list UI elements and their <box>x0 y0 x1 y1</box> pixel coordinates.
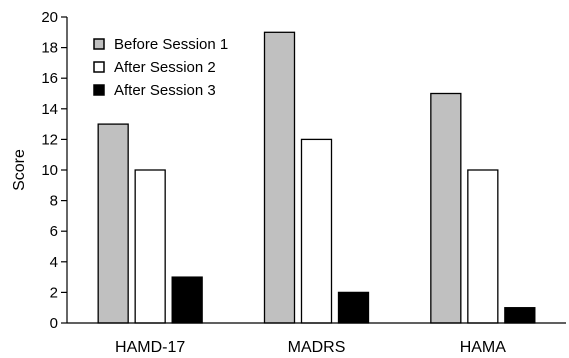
y-tick-label: 10 <box>41 162 58 179</box>
bar-after-session-3-hamd-17 <box>171 276 203 324</box>
legend-label: Before Session 1 <box>114 36 228 53</box>
legend-label: After Session 2 <box>114 59 216 76</box>
y-axis-ticks: 0 2 4 6 8 10 12 14 16 18 20 <box>41 9 67 332</box>
y-tick-label: 20 <box>41 9 58 26</box>
x-category-label: HAMA <box>460 339 507 356</box>
y-tick-label: 4 <box>50 254 58 271</box>
legend-swatch <box>93 61 105 73</box>
bars <box>97 31 536 324</box>
bar-after-session-2-hama <box>467 169 499 324</box>
x-category-label: MADRS <box>288 339 346 356</box>
y-axis-title: Score <box>11 149 28 191</box>
y-tick-label: 18 <box>41 40 58 57</box>
category-labels: HAMD-17 MADRS HAMA <box>115 339 506 356</box>
legend-label: After Session 3 <box>114 82 216 99</box>
y-tick-label: 12 <box>41 131 58 148</box>
bar-after-session-3-hama <box>504 307 536 324</box>
bar-after-session-2-madrs <box>300 138 333 324</box>
bar-before-session-1-madrs <box>263 31 296 324</box>
bar-before-session-1-hama <box>430 92 462 324</box>
y-tick-label: 8 <box>50 193 58 210</box>
y-tick-label: 14 <box>41 101 58 118</box>
bar-before-session-1-hamd-17 <box>97 123 129 324</box>
y-tick-label: 0 <box>50 315 58 332</box>
y-tick-label: 2 <box>50 284 58 301</box>
legend-swatch <box>93 38 105 50</box>
y-tick-label: 16 <box>41 70 58 87</box>
x-category-label: HAMD-17 <box>115 339 185 356</box>
bar-after-session-2-hamd-17 <box>134 169 166 324</box>
bar-after-session-3-madrs <box>337 291 370 324</box>
y-tick-label: 6 <box>50 223 58 240</box>
legend: Before Session 1 After Session 2 After Ses… <box>93 36 228 99</box>
legend-swatch <box>93 84 105 96</box>
